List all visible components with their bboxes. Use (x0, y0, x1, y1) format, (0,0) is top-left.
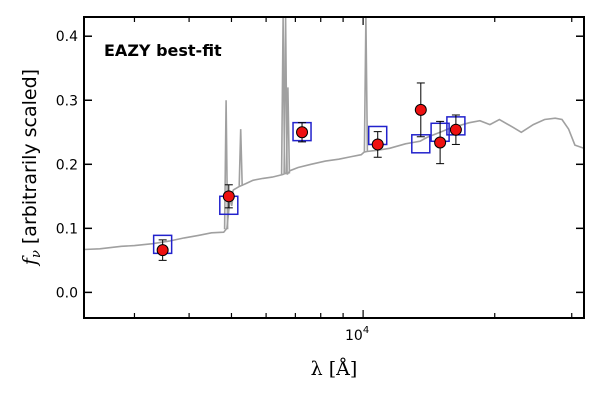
annotation-label: EAZY best-fit (104, 41, 222, 60)
emission-line-5 (285, 87, 291, 174)
y-tick-label: 0.2 (56, 157, 78, 173)
emission-line-6 (363, 17, 369, 152)
model-spectrum-line (84, 117, 584, 251)
y-axis-label: fν [arbitrarily scaled] (19, 69, 44, 267)
observed-point (222, 190, 235, 203)
y-tick-label: 0.0 (56, 285, 78, 301)
observed-point (371, 138, 384, 151)
observed-point (414, 103, 427, 116)
observed-point (296, 126, 309, 139)
observed-point (449, 123, 462, 136)
y-tick-label: 0.3 (56, 93, 78, 109)
observed-point (434, 136, 447, 149)
y-tick-label: 0.1 (56, 221, 78, 237)
axes-frame (83, 16, 585, 319)
observed-point (156, 244, 169, 257)
y-tick-label: 0.4 (56, 29, 78, 45)
plot-area (84, 17, 584, 261)
emission-line-2 (238, 129, 243, 186)
emission-line-0 (223, 100, 229, 230)
x-axis-label: λ [Å] (311, 358, 358, 380)
